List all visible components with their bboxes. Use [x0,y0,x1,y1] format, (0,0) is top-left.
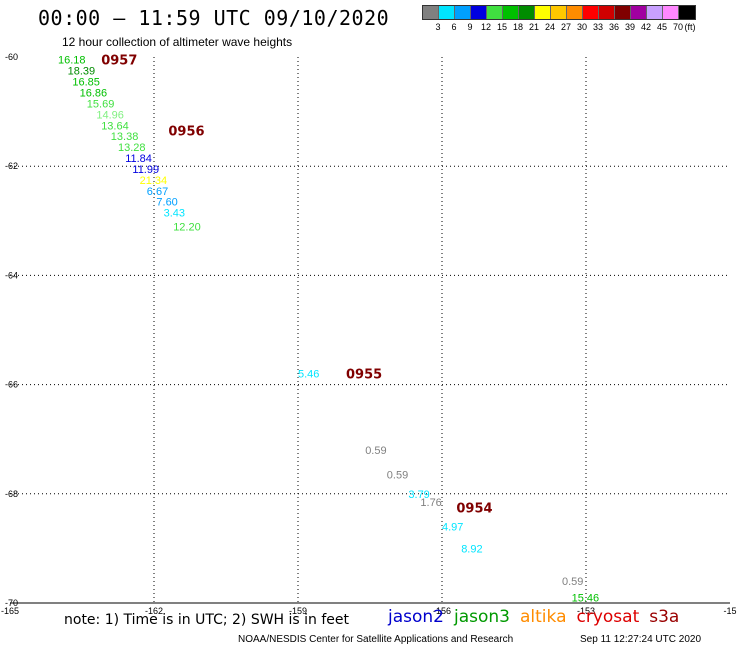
wave-height-value: 0.59 [562,576,583,588]
x-tick-label: -159 [289,606,307,616]
y-tick-label: -62 [5,161,18,171]
units-note: note: 1) Time is in UTC; 2) SWH is in fe… [64,612,350,628]
legend-swatch [599,6,615,19]
wave-height-value: 16.85 [72,77,100,89]
legend-swatch [519,6,535,19]
legend-swatch [535,6,551,19]
legend-swatch [615,6,631,19]
wave-height-value: 1.76 [420,497,441,509]
legend-swatch [423,6,439,19]
legend-label: 21 [528,22,540,32]
legend-label: 33 [592,22,604,32]
pass-time-label: 0955 [346,368,382,383]
wave-height-value: 4.97 [442,522,463,534]
wave-height-value: 15.69 [87,98,115,110]
wave-height-value: 16.18 [58,55,86,67]
pass-time-label: 0956 [168,125,204,140]
y-tick-label: -66 [5,380,18,390]
legend-swatch [455,6,471,19]
legend-label: 36 [608,22,620,32]
wave-height-value: 13.28 [118,142,146,154]
wave-height-value: 3.43 [164,208,185,220]
wave-height-value: 8.92 [461,543,482,555]
mission-label: s3a [649,607,680,627]
color-legend: 3 6 9 12 15 18 21 24 27 30 33 36 39 42 45 70 (ft) [422,5,696,34]
mission-label: altika [520,607,567,627]
grid-lines [10,57,730,603]
legend-unit: (ft) [684,22,696,32]
wave-height-value: 12.20 [173,221,201,233]
legend-label: 18 [512,22,524,32]
wave-height-value: 3.79 [408,489,429,501]
x-tick-label: -15 [723,606,736,616]
x-tick-label: -162 [145,606,163,616]
legend-labels: 3 6 9 12 15 18 21 24 27 30 33 36 39 42 45 70 (ft) [422,20,696,34]
wave-height-value: 16.86 [80,87,108,99]
mission-label: jason2 [388,607,444,627]
pass-time-label: 0957 [101,54,137,69]
legend-label: 39 [624,22,636,32]
data-points: 16.1818.3916.8516.8615.6914.9613.6413.38… [58,55,599,605]
x-tick-label: -156 [433,606,451,616]
wave-height-value: 13.64 [101,120,129,132]
mission-label: cryosat [576,607,640,627]
timestamp-text: Sep 11 12:27:24 UTC 2020 [580,634,702,645]
wave-height-value: 7.60 [156,197,177,209]
wave-height-value: 21.34 [140,175,168,187]
legend-swatch [551,6,567,19]
wave-height-value: 13.38 [111,131,139,143]
time-labels: 0957 0956 0955 0954 [101,54,492,517]
legend-swatch [583,6,599,19]
legend-label: 42 [640,22,652,32]
tick-labels: -165 -162 -159 -156 -153 -15 -60 -62 -64 -66 -68 -7… [1,52,737,616]
legend-swatch [487,6,503,19]
legend-label: 24 [544,22,556,32]
wave-height-value: 0.59 [387,470,408,482]
legend-swatch [567,6,583,19]
mission-legend: jason2 jason3 altika cryosat s3a [388,607,689,627]
legend-label: 30 [576,22,588,32]
wave-height-value: 6.67 [147,186,168,198]
legend-swatch [647,6,663,19]
y-tick-label: -70 [5,598,18,608]
legend-label: 12 [480,22,492,32]
legend-swatches [422,5,696,20]
mission-label: jason3 [454,607,510,627]
wave-height-value: 11.84 [125,153,152,165]
wave-height-value: 5.46 [298,369,319,381]
y-tick-label: -68 [5,489,18,499]
legend-label: 3 [435,22,441,32]
legend-swatch [663,6,679,19]
y-tick-label: -60 [5,52,18,62]
legend-swatch [503,6,519,19]
wave-height-value: 14.96 [96,109,124,121]
wave-height-value: 18.39 [68,66,96,78]
pass-time-label: 0954 [456,501,492,516]
legend-label: 15 [496,22,508,32]
legend-label: 45 [656,22,668,32]
legend-swatch [471,6,487,19]
wave-height-value: 15.46 [572,593,600,605]
legend-label: 70 [672,22,684,32]
wave-height-value: 11.99 [132,164,159,176]
wave-height-value: 0.59 [365,445,386,457]
legend-swatch [439,6,455,19]
page-subtitle: 12 hour collection of altimeter wave hei… [62,35,293,49]
credit-text: NOAA/NESDIS Center for Satellite Applica… [238,634,514,645]
legend-label: 6 [451,22,457,32]
legend-label: 27 [560,22,572,32]
legend-swatch [631,6,647,19]
legend-swatch [679,6,695,19]
x-tick-label: -165 [1,606,19,616]
page-title: 00:00 – 11:59 UTC 09/10/2020 [38,6,390,30]
x-tick-label: -153 [577,606,595,616]
y-tick-label: -64 [5,270,18,280]
legend-label: 9 [467,22,473,32]
